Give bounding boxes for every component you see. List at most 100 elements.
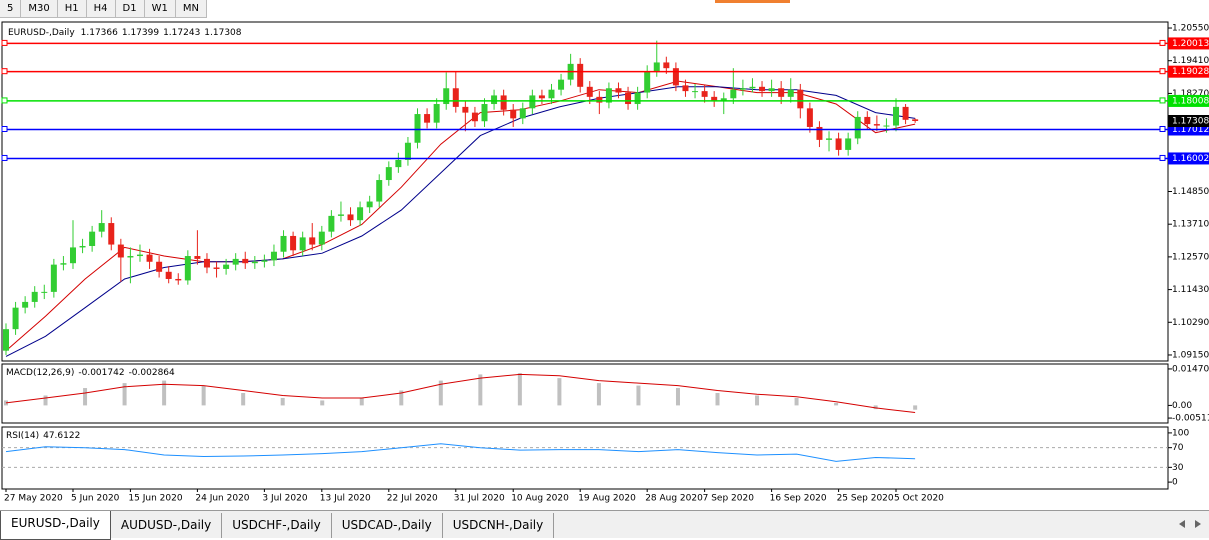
x-tick-label: 24 Jun 2020 [195, 494, 249, 504]
timeframe-button[interactable]: 5 [0, 0, 22, 17]
candle-body [749, 86, 756, 89]
timeframe-button[interactable]: H1 [58, 0, 87, 17]
candle-body [261, 260, 268, 262]
candle-body [491, 95, 498, 105]
macd-bar [675, 388, 680, 406]
x-tick-label: 31 Jul 2020 [454, 494, 505, 504]
timeframe-button[interactable]: M30 [21, 0, 58, 17]
y-tick-label: 1.14850 [1172, 187, 1209, 197]
x-tick-label: 25 Sep 2020 [837, 494, 894, 504]
candle-body [98, 223, 105, 232]
timeframe-toolbar: 5 M30 H1 H4 D1 W1 MN [0, 0, 207, 18]
candle-body [69, 247, 76, 264]
candle-body [845, 138, 852, 150]
candle-body [184, 256, 191, 281]
candle-body [577, 63, 584, 87]
timeframe-button[interactable]: D1 [116, 0, 145, 17]
candle-body [605, 88, 612, 103]
candle-body [692, 91, 699, 93]
candle-body [22, 301, 29, 308]
candle-body [663, 62, 670, 69]
candle-body [883, 125, 890, 127]
indicator-line [5, 80, 916, 352]
candle-body [586, 86, 593, 97]
candle-body [854, 116, 861, 139]
candle-body [806, 108, 813, 127]
candle-body [41, 291, 48, 293]
candle-body [720, 98, 727, 102]
candle-body [443, 88, 450, 105]
price-tag [1168, 115, 1209, 128]
y-tick-label: 1.12570 [1172, 252, 1209, 262]
rsi-panel [1, 426, 1169, 490]
candle-body [146, 254, 153, 262]
rsi-value: 47.6122 [43, 431, 80, 441]
x-tick-label: 28 Aug 2020 [645, 494, 703, 504]
candle-body [280, 235, 287, 252]
chart-tab[interactable]: AUDUSD-,Daily [111, 513, 223, 538]
candle-body [759, 86, 766, 92]
low: 1.17243 [163, 28, 200, 38]
level-handle [1, 125, 8, 132]
timeframe-button[interactable]: MN [176, 0, 207, 17]
y-tick-label: 100 [1172, 428, 1189, 438]
tab-scroll[interactable] [1175, 518, 1205, 530]
candle-body [529, 95, 536, 109]
y-tick-label: 1.13710 [1172, 220, 1209, 230]
candle-body [108, 223, 115, 245]
chart-tab[interactable]: USDCNH-,Daily [443, 513, 555, 538]
y-tick-label: 30 [1172, 463, 1184, 473]
macd-bar [83, 388, 88, 406]
macd-bar [43, 395, 48, 406]
candle-body [79, 245, 86, 248]
chart-tab[interactable]: USDCAD-,Daily [332, 513, 443, 538]
macd-bar [478, 374, 483, 406]
x-tick-label: 15 Jun 2020 [128, 494, 182, 504]
timeframe-button[interactable]: H4 [87, 0, 116, 17]
level-handle [1, 68, 8, 75]
candle-body [347, 214, 354, 221]
candle-body [175, 278, 182, 281]
candle-body [156, 261, 163, 272]
candle-body [538, 95, 545, 99]
y-tick-label: 1.20550 [1172, 24, 1209, 34]
candle-body [558, 79, 565, 90]
level-label: 1.18008 [1172, 96, 1209, 106]
candle-body [548, 89, 555, 99]
candle-body [357, 207, 364, 221]
level-label: 1.16002 [1172, 154, 1209, 164]
indicator-line [5, 373, 916, 413]
y-tick-label: 1.19410 [1172, 56, 1209, 66]
macd-bar [834, 402, 839, 406]
candle-body [299, 237, 306, 251]
candle-body [625, 92, 632, 105]
candle-body [223, 264, 230, 269]
candle-body [510, 109, 517, 119]
indicator-name: MACD(12,26,9) [6, 368, 74, 378]
level-label: 1.20013 [1172, 39, 1209, 49]
candle-body [500, 95, 507, 110]
macd-bar [517, 373, 522, 406]
y-tick-label: 1.10290 [1172, 318, 1209, 328]
y-tick-label: 1.09150 [1172, 350, 1209, 360]
candle-body [89, 231, 96, 246]
candle-body [127, 256, 134, 258]
candle-body [136, 254, 143, 257]
chart-tab[interactable]: USDCHF-,Daily [222, 513, 332, 538]
macd-value: -0.001742 [78, 368, 124, 378]
candle-body [739, 88, 746, 90]
chart-tab[interactable]: EURUSD-,Daily [0, 511, 111, 540]
macd-bar [755, 395, 760, 406]
candle-body [328, 215, 335, 232]
open: 1.17366 [81, 28, 118, 38]
candle-body [653, 62, 660, 72]
candle-body [31, 291, 38, 302]
timeframe-button[interactable]: W1 [145, 0, 176, 17]
price-label: 1.17308 [1172, 117, 1209, 127]
indicator-name: RSI(14) [6, 431, 39, 441]
candle-body [309, 237, 316, 245]
toolbar-accent [715, 0, 790, 3]
x-tick-label: 22 Jul 2020 [387, 494, 438, 504]
chart-window: EURUSD-,Daily 1.17366 1.17399 1.17243 1.1730… [1, 0, 1209, 504]
